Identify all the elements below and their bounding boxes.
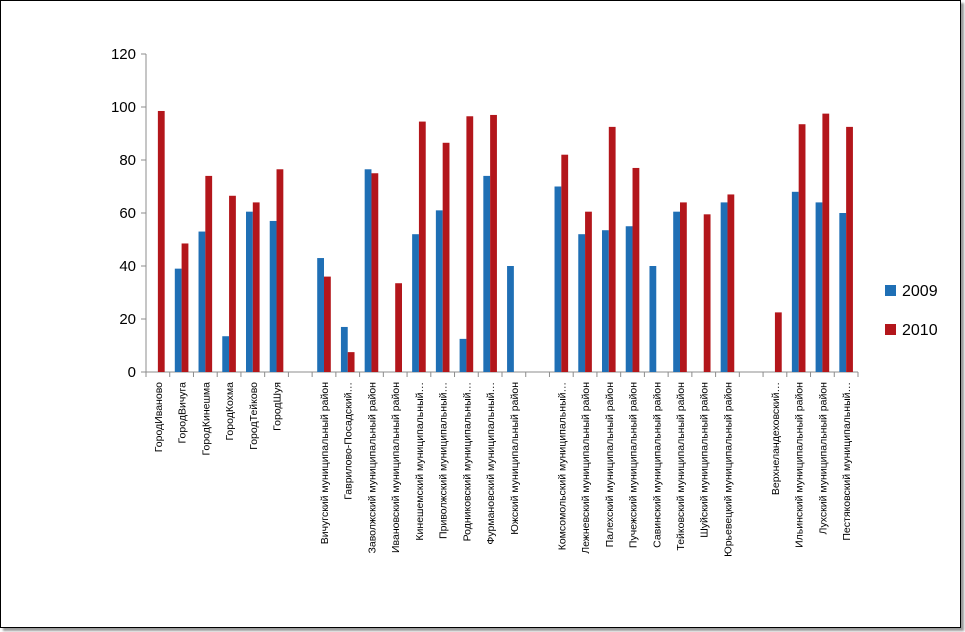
y-tick-label: 100 <box>111 99 136 116</box>
bar-2009-12: Приволжский муниципальный…: 61 <box>435 210 443 372</box>
category-label: Вичугский муниципальный район <box>319 382 331 544</box>
bar-2010-29: Пестяковский муниципальный…: 92.5 <box>846 126 853 373</box>
bar-2009-15: Южский муниципальный район: 40 <box>507 266 514 372</box>
category-label: Приволжский муниципальный… <box>438 382 450 539</box>
bar-2009-22: Тейковский муниципальный район: 60.5 <box>673 211 680 372</box>
bar-2010-1: ГородВичуга: 48.5 <box>181 243 189 372</box>
bar-2009-3: ГородКохма: 13.5 <box>222 336 230 372</box>
category-label: Ильинский муниципальный район <box>794 382 806 548</box>
bar-2010-2: ГородКинешма: 74 <box>205 175 213 372</box>
bar-2010-10: Ивановский муниципальный район: 33.5 <box>395 283 402 372</box>
category-label: Лежневский муниципальный район <box>580 382 592 554</box>
category-label: Южский муниципальный район <box>509 382 521 535</box>
bar-2010-26: Верхнеландеховский…: 22.5 <box>774 312 782 373</box>
category-label: Палехский муниципальный район <box>604 382 616 548</box>
category-label: Пучежский муниципальный район <box>628 382 640 548</box>
bar-2009-5: ГородШуя: 57 <box>269 220 277 372</box>
bar-2010-12: Приволжский муниципальный…: 86.5 <box>442 142 450 372</box>
bar-2010-8: Гаврилово-Посадский…: 7.5 <box>347 352 355 373</box>
bar-2009-20: Пучежский муниципальный район: 55 <box>625 226 633 372</box>
bar-2009-9: Заволжский муниципальный район: 76.5 <box>364 169 372 372</box>
bar-2010-28: Лухский муниципальный район: 97.5 <box>822 113 830 373</box>
legend-label-2010: 2010 <box>902 322 938 339</box>
y-tick-label: 60 <box>119 205 136 222</box>
category-label: Лухский муниципальный район <box>817 382 829 535</box>
y-tick-label: 0 <box>128 364 136 381</box>
bar-2009-27: Ильинский муниципальный район: 68 <box>791 191 799 372</box>
bar-2010-13: Родниковский муниципальный…: 96.5 <box>466 116 474 373</box>
category-label: ГородТейково <box>248 382 260 450</box>
y-tick-label: 20 <box>119 311 136 328</box>
bar-2010-5: ГородШуя: 76.5 <box>276 169 284 372</box>
bar-2010-3: ГородКохма: 66.5 <box>229 195 236 372</box>
category-label: Шуйский муниципальный район <box>699 382 711 538</box>
legend-swatch-2009 <box>885 285 896 296</box>
bar-2010-20: Пучежский муниципальный район: 77 <box>632 167 640 372</box>
category-label: ГородШуя <box>272 382 284 431</box>
bar-2009-29: Пестяковский муниципальный…: 60 <box>839 213 847 372</box>
bar-2009-24: Юрьевецкий муниципальный район: 64 <box>720 202 728 372</box>
bar-2010-17: Комсомольский муниципальный…: 82 <box>561 154 569 372</box>
bar-2009-21: Савинский муниципальный район: 40 <box>649 266 657 372</box>
y-tick-label: 120 <box>111 46 136 63</box>
bar-2010-18: Лежневский муниципальный район: 60.5 <box>585 211 592 372</box>
category-label: Юрьевецкий муниципальный район <box>722 382 734 557</box>
bar-2010-0: ГородИваново: 98.5 <box>157 110 165 372</box>
category-label: Ивановский муниципальный район <box>390 382 402 553</box>
category-label: Верхнеландеховский… <box>770 382 782 495</box>
bar-2010-9: Заволжский муниципальный район: 75 <box>371 173 379 372</box>
bar-2010-22: Тейковский муниципальный район: 64 <box>680 202 687 372</box>
category-label: Родниковский муниципальный… <box>461 382 473 541</box>
legend-label-2009: 2009 <box>902 283 938 300</box>
bar-2010-24: Юрьевецкий муниципальный район: 67 <box>727 194 735 372</box>
bar-2010-4: ГородТейково: 64 <box>252 202 260 372</box>
y-tick-label: 40 <box>119 258 136 275</box>
bar-2010-19: Палехский муниципальный район: 92.5 <box>608 126 616 373</box>
bar-2010-23: Шуйский муниципальный район: 59.5 <box>703 214 711 372</box>
bar-2009-28: Лухский муниципальный район: 64 <box>815 202 823 372</box>
bar-2009-14: Фурмановский муниципальный…: 74 <box>483 175 491 372</box>
category-label: Савинский муниципальный район <box>651 382 663 548</box>
category-label: Гаврилово-Посадский… <box>343 382 355 500</box>
category-label: Фурмановский муниципальный… <box>485 382 497 545</box>
category-label: ГородКохма <box>224 382 236 441</box>
category-label: ГородИваново <box>153 382 165 452</box>
bar-2009-7: Вичугский муниципальный район: 43 <box>317 258 324 372</box>
bar-2009-1: ГородВичуга: 39 <box>174 268 182 372</box>
bar-2010-7: Вичугский муниципальный район: 36 <box>324 276 331 372</box>
category-label: ГородКинешма <box>200 382 212 456</box>
category-label: Тейковский муниципальный район <box>675 382 687 551</box>
bar-2009-4: ГородТейково: 60.5 <box>246 211 253 372</box>
bar-2009-19: Палехский муниципальный район: 53.5 <box>602 230 609 372</box>
category-label: ГородВичуга <box>177 382 189 444</box>
bar-2009-18: Лежневский муниципальный район: 52 <box>578 234 586 372</box>
y-tick-label: 80 <box>119 152 136 169</box>
bar-2010-14: Фурмановский муниципальный…: 97 <box>490 114 497 372</box>
bar-2010-27: Ильинский муниципальный район: 93.5 <box>798 124 806 372</box>
category-label: Заволжский муниципальный район <box>366 382 378 554</box>
bar-2009-11: Кинешемский муниципальный…: 52 <box>412 234 419 372</box>
category-label: Кинешемский муниципальный… <box>414 382 426 541</box>
bar-2009-13: Родниковский муниципальный…: 12.5 <box>459 338 467 373</box>
bar-2009-17: Комсомольский муниципальный…: 70 <box>554 186 562 372</box>
category-label: Пестяковский муниципальный… <box>841 382 853 541</box>
bar-2009-2: ГородКинешма: 53 <box>198 231 206 372</box>
category-label: Комсомольский муниципальный… <box>556 382 568 550</box>
bar-2010-11: Кинешемский муниципальный…: 94.5 <box>418 121 426 372</box>
legend-swatch-2010 <box>885 324 896 335</box>
bar-2009-8: Гаврилово-Посадский…: 17 <box>340 326 348 372</box>
